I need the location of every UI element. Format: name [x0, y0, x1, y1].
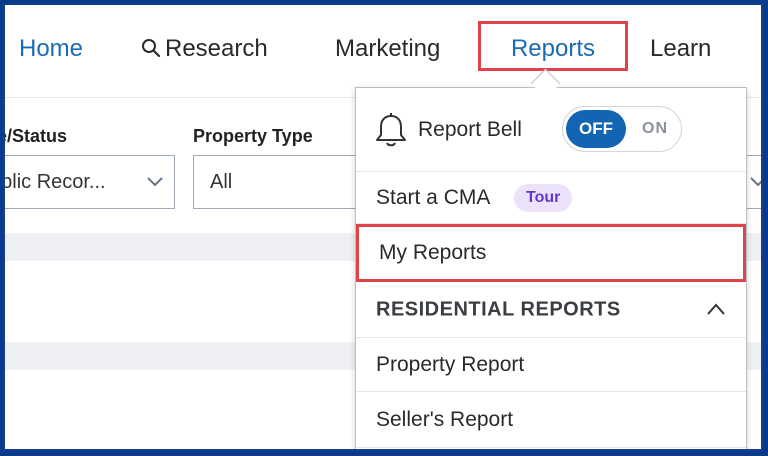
my-reports-item[interactable]: My Reports [356, 224, 746, 282]
nav-research-link[interactable]: Research [141, 29, 268, 69]
status-select[interactable]: ublic Recor... [5, 155, 175, 209]
app-frame: Home Research Marketing Reports Learn e/… [3, 3, 763, 451]
chevron-down-icon [147, 177, 163, 187]
reports-dropdown-menu: Report Bell OFF ON Start a CMA Tour My R… [355, 87, 747, 449]
property-report-label: Property Report [376, 352, 525, 376]
nav-learn-link[interactable]: Learn [650, 35, 712, 62]
start-cma-item[interactable]: Start a CMA Tour [356, 172, 746, 224]
my-reports-label: My Reports [379, 241, 487, 264]
toggle-off-option[interactable]: OFF [566, 110, 626, 148]
status-filter-label: e/Status [3, 126, 68, 146]
toggle-on-option[interactable]: ON [642, 120, 668, 137]
report-bell-label: Report Bell [418, 117, 522, 141]
property-type-select[interactable]: All [193, 155, 368, 209]
report-bell-toggle[interactable]: OFF ON [562, 106, 682, 152]
property-report-item[interactable]: Property Report [356, 338, 746, 392]
chevron-down-icon [750, 177, 761, 187]
report-bell-row: Report Bell OFF ON [356, 88, 746, 172]
chevron-up-icon [707, 303, 725, 315]
sellers-report-item[interactable]: Seller's Report [356, 392, 746, 448]
top-navigation: Home Research Marketing Reports Learn [5, 5, 761, 98]
nav-marketing-link[interactable]: Marketing [335, 35, 441, 62]
property-type-value: All [210, 171, 233, 193]
property-type-label: Property Type [193, 126, 313, 146]
search-icon [142, 38, 161, 57]
nav-home-link[interactable]: Home [19, 35, 84, 62]
filter-bar: e/Status ublic Recor... Property Type Al… [5, 98, 761, 228]
residential-reports-header[interactable]: RESIDENTIAL REPORTS [356, 282, 746, 338]
sellers-report-label: Seller's Report [376, 407, 514, 431]
tour-badge[interactable]: Tour [514, 184, 573, 212]
nav-research-label: Research [165, 35, 268, 62]
start-cma-label: Start a CMA [376, 185, 491, 209]
bell-icon [376, 113, 406, 147]
residential-reports-label: RESIDENTIAL REPORTS [376, 298, 621, 320]
nav-reports-link[interactable]: Reports [478, 21, 628, 71]
status-select-value: ublic Recor... [5, 171, 106, 193]
